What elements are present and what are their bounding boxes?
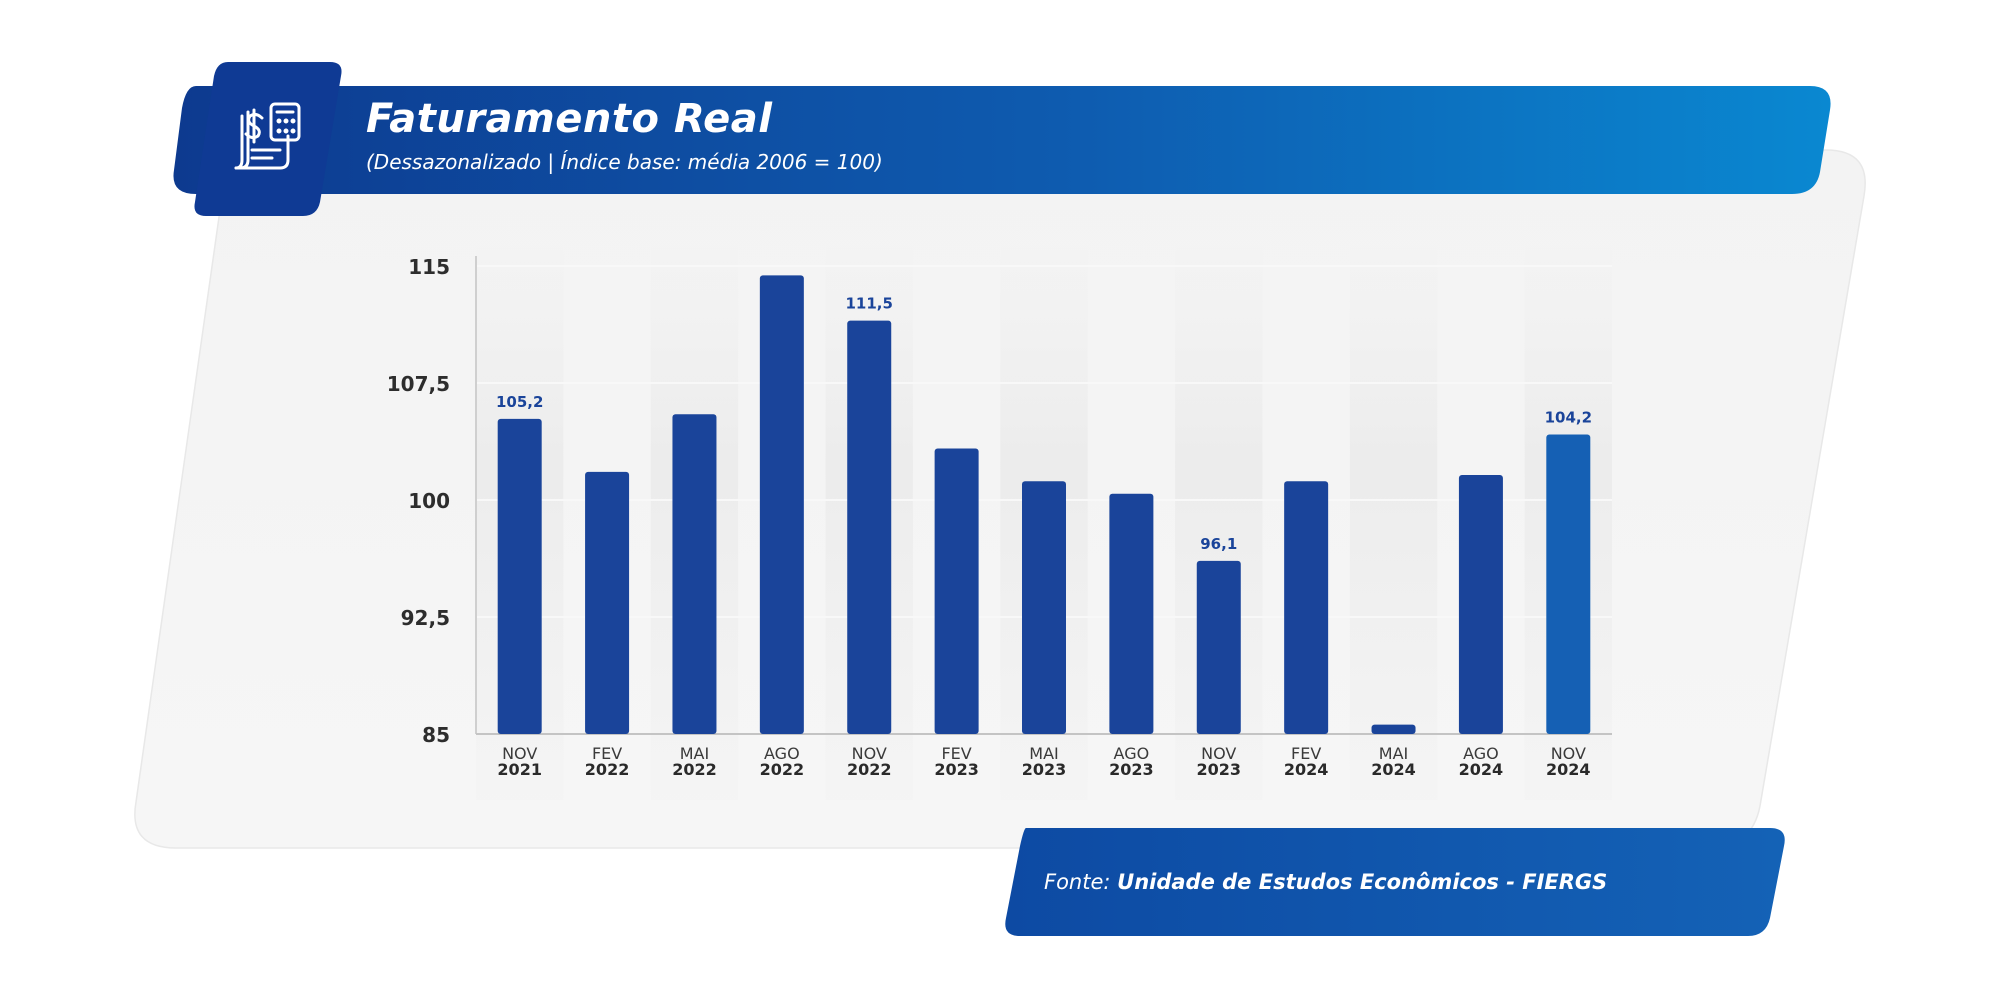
x-tick-label-month: NOV (1201, 744, 1236, 763)
x-tick-label-month: MAI (1379, 744, 1408, 763)
x-tick-label-year: 2023 (1109, 760, 1154, 779)
bar (1284, 481, 1329, 734)
bar (759, 275, 804, 734)
x-tick-label-month: AGO (1463, 744, 1499, 763)
data-label: 96,1 (1200, 535, 1237, 553)
chart-subtitle: (Dessazonalizado | Índice base: média 20… (366, 150, 883, 174)
x-tick-label-month: MAI (680, 744, 709, 763)
bar (1371, 724, 1416, 734)
x-tick-label-month: FEV (941, 744, 971, 763)
data-label: 104,2 (1545, 408, 1592, 426)
x-tick-label-year: 2024 (1284, 760, 1329, 779)
bar (497, 418, 542, 734)
x-tick-label-month: FEV (592, 744, 622, 763)
x-tick-label-year: 2022 (847, 760, 892, 779)
data-label: 111,5 (846, 295, 893, 313)
x-tick-label-year: 2024 (1546, 760, 1591, 779)
bar (847, 320, 892, 734)
chart-title: Faturamento Real (366, 96, 773, 142)
source-name: Unidade de Estudos Econômicos - FIERGS (1117, 870, 1608, 894)
x-tick-label-year: 2022 (760, 760, 805, 779)
bar (672, 414, 717, 734)
bar (1196, 560, 1241, 734)
x-tick-label-month: NOV (1551, 744, 1586, 763)
x-tick-label-year: 2024 (1371, 760, 1416, 779)
x-tick-label-month: NOV (852, 744, 887, 763)
column-shade (1349, 240, 1438, 800)
x-tick-label-month: NOV (502, 744, 537, 763)
x-tick-label-month: AGO (1114, 744, 1150, 763)
y-tick-label: 107,5 (387, 372, 450, 396)
x-tick-label-month: AGO (764, 744, 800, 763)
source-text: Fonte: Unidade de Estudos Econômicos - F… (1044, 870, 1607, 894)
x-tick-label-month: MAI (1029, 744, 1058, 763)
data-label: 105,2 (496, 393, 543, 411)
y-tick-label: 85 (422, 723, 450, 747)
x-tick-label-year: 2023 (934, 760, 979, 779)
bar (934, 448, 979, 734)
y-tick-label: 100 (408, 489, 450, 513)
x-tick-label-year: 2021 (497, 760, 542, 779)
x-tick-label-year: 2022 (672, 760, 717, 779)
x-tick-label-year: 2024 (1459, 760, 1504, 779)
x-tick-label-year: 2023 (1022, 760, 1067, 779)
x-tick-label-year: 2022 (585, 760, 630, 779)
source-prefix: Fonte: (1044, 870, 1118, 894)
bar (1458, 475, 1503, 734)
y-tick-label: 92,5 (401, 606, 450, 630)
bar (1109, 493, 1154, 734)
x-tick-label-year: 2023 (1197, 760, 1242, 779)
bar (1022, 481, 1066, 734)
bar (1546, 434, 1591, 734)
y-tick-label: 115 (408, 255, 450, 279)
x-tick-label-month: FEV (1291, 744, 1321, 763)
bar (585, 471, 630, 734)
